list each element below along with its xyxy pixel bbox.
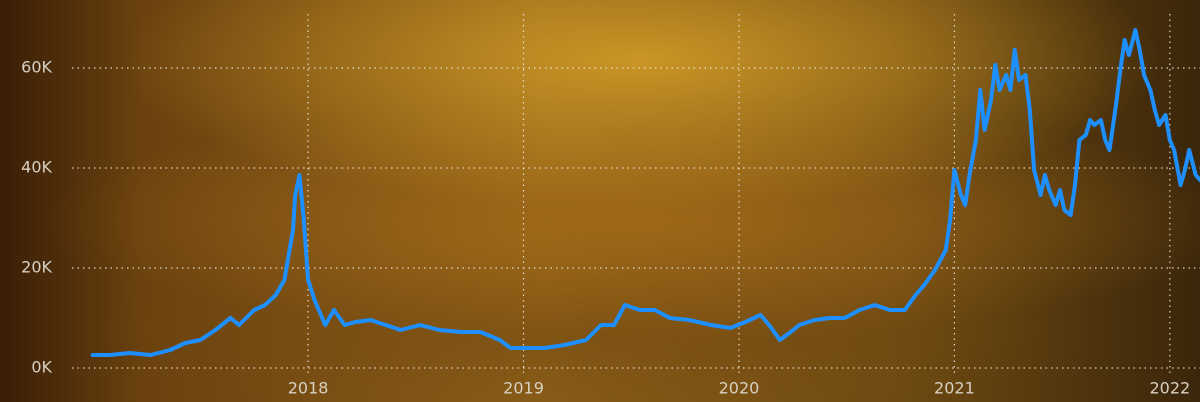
price-line [90,28,1200,357]
x-tick-label: 2020 [719,379,760,398]
x-tick-label: 2018 [288,379,329,398]
y-tick-label: 40K [21,158,52,177]
x-tick-label: 2022 [1149,379,1190,398]
y-tick-label: 20K [21,258,52,277]
y-tick-label: 0K [31,358,52,377]
y-tick-label: 60K [21,58,52,77]
x-tick-label: 2021 [934,379,975,398]
x-tick-label: 2019 [503,379,544,398]
